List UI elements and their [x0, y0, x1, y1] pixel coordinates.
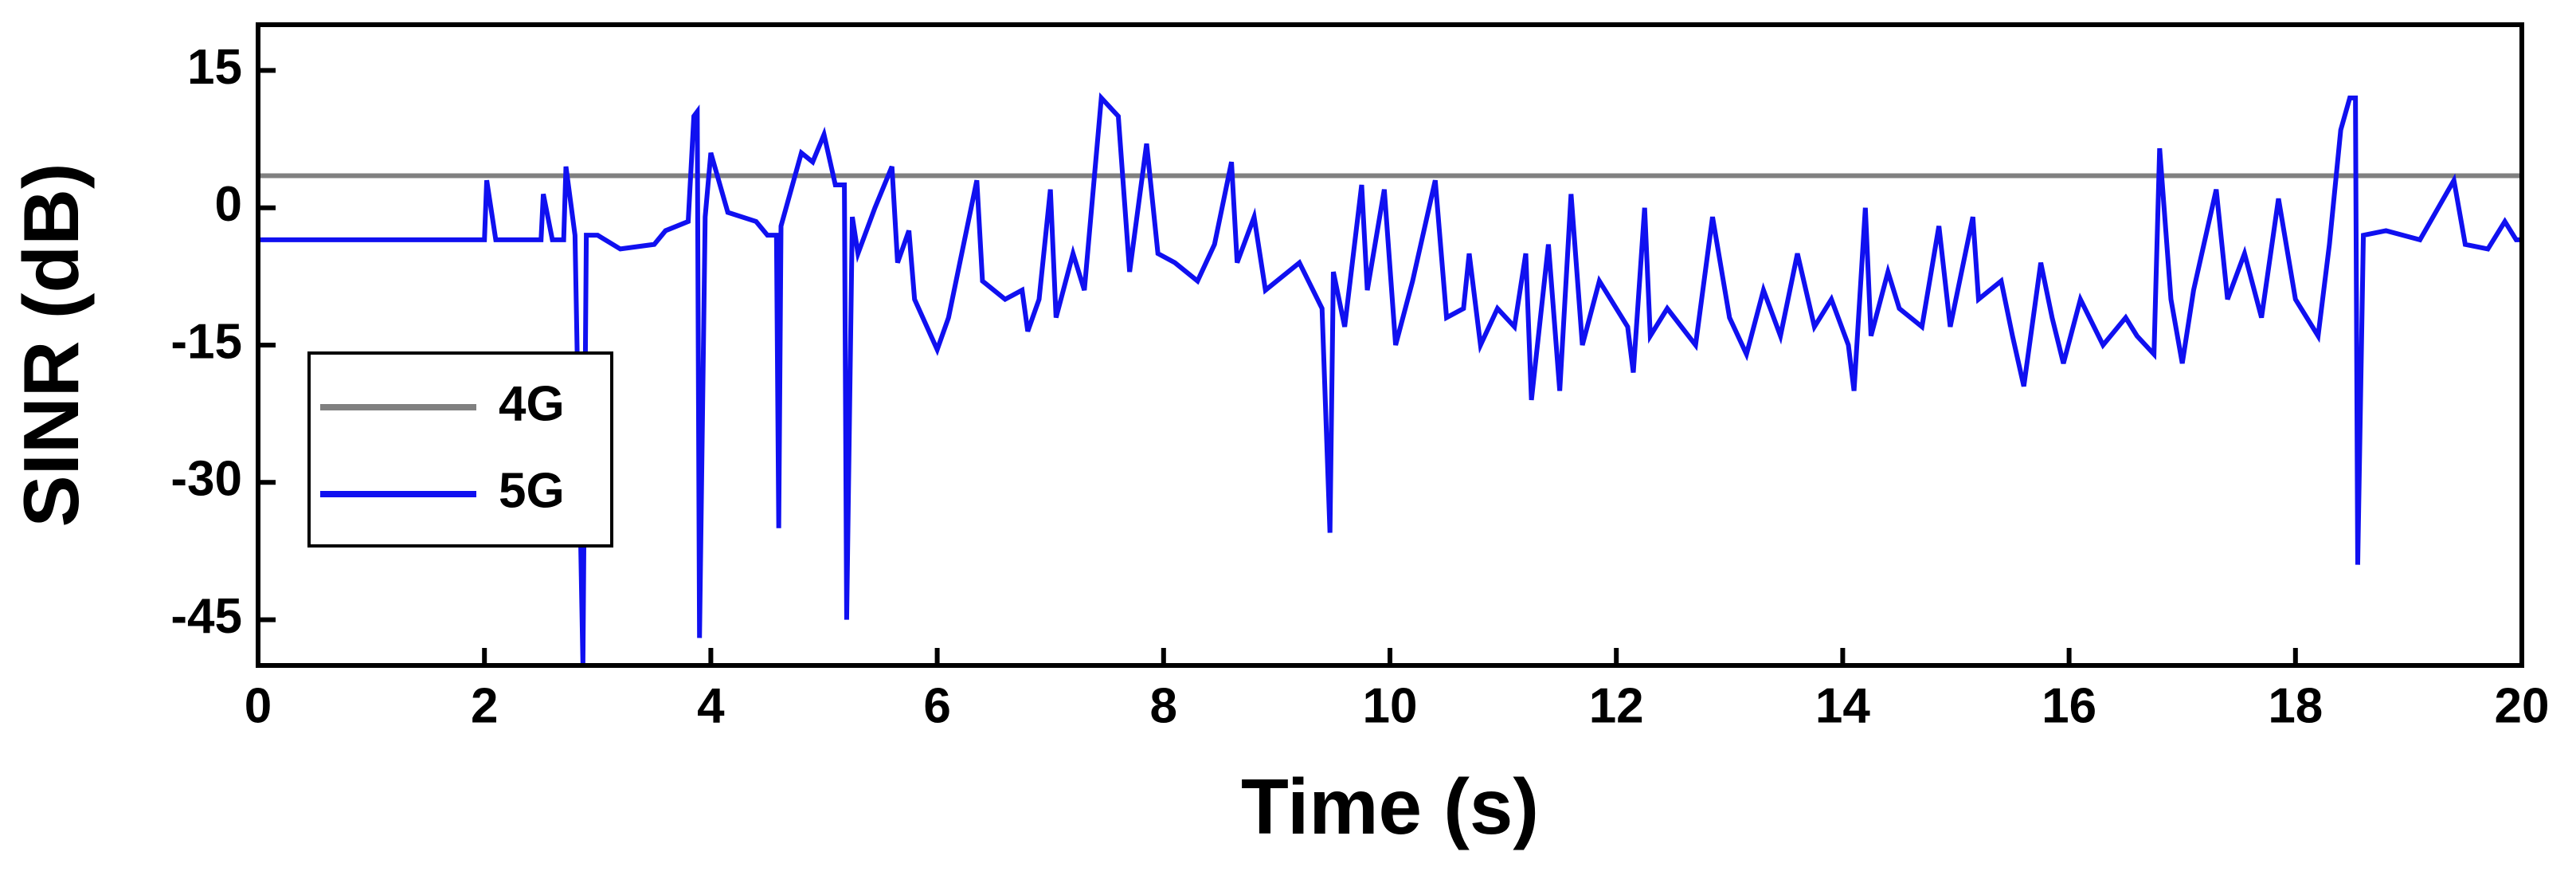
x-tick-label: 4: [697, 678, 725, 733]
x-tick-label: 2: [471, 678, 498, 733]
x-tick-label: 12: [1589, 678, 1644, 733]
x-tick-label: 16: [2042, 678, 2096, 733]
legend-label: 5G: [499, 463, 565, 518]
legend-box: [307, 351, 613, 548]
legend-label: 4G: [499, 376, 565, 431]
x-tick-label: 14: [1815, 678, 1870, 733]
series-line: [258, 92, 2522, 665]
y-axis-title: SINR (dB): [7, 163, 95, 527]
y-tick-label: -45: [170, 589, 242, 644]
x-tick-label: 8: [1150, 678, 1177, 733]
x-tick-label: 10: [1363, 678, 1418, 733]
x-tick-label: 6: [923, 678, 950, 733]
x-tick-label: 20: [2495, 678, 2550, 733]
y-tick-label: -30: [170, 452, 242, 507]
y-tick-label: 0: [215, 177, 242, 232]
x-tick-label: 0: [245, 678, 272, 733]
x-axis-title: Time (s): [1241, 763, 1539, 850]
y-tick-label: -15: [170, 314, 242, 369]
x-tick-label: 18: [2268, 678, 2323, 733]
plot-frame: [256, 22, 2524, 668]
y-tick-label: 15: [187, 40, 242, 95]
